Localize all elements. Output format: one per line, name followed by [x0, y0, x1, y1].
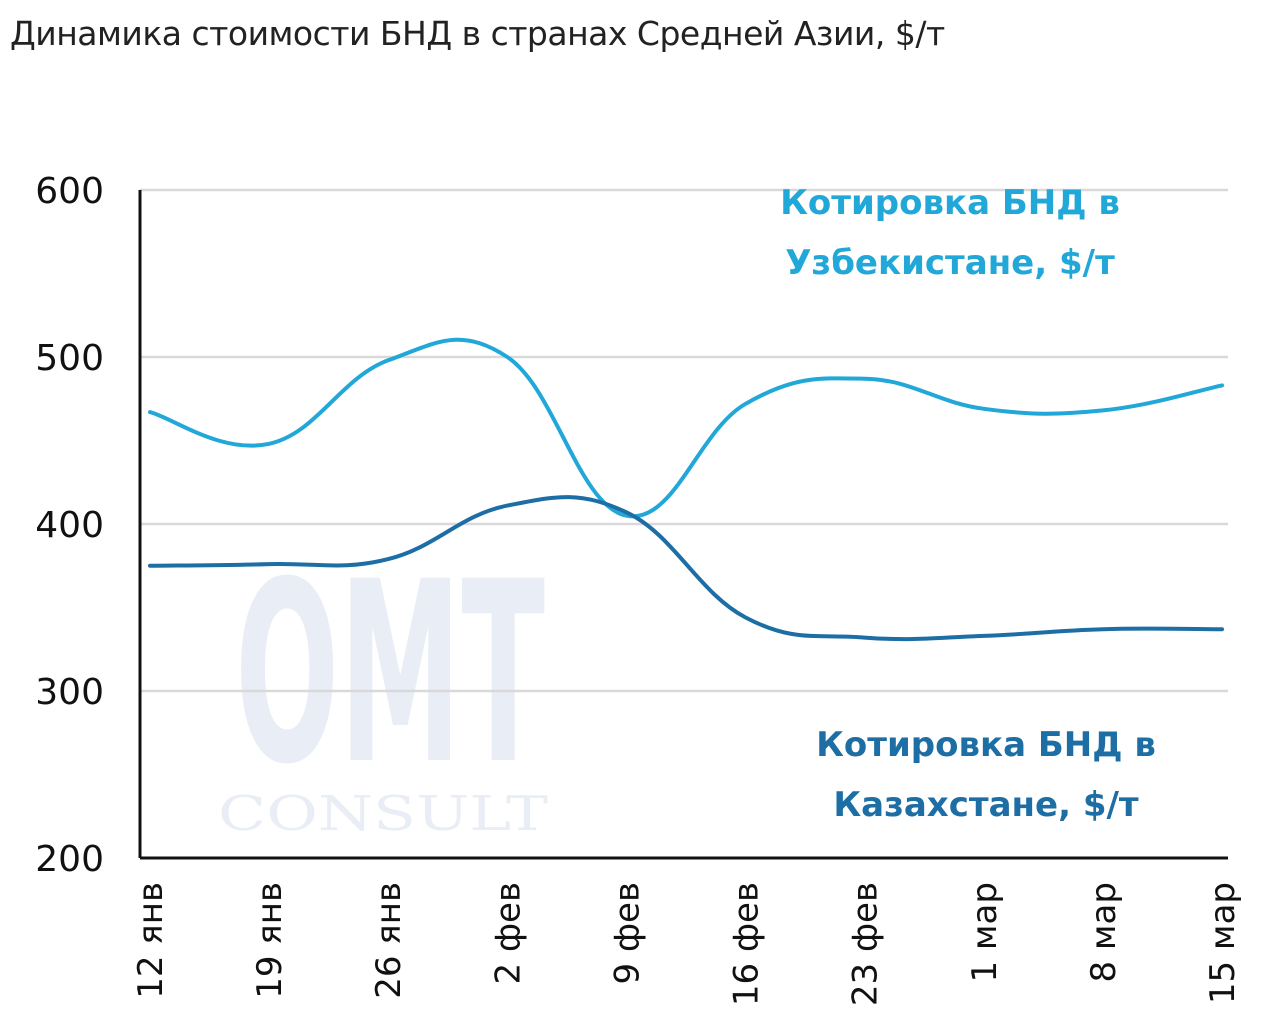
series-label: Казахстане, $/т — [833, 785, 1139, 825]
y-tick-label: 500 — [35, 338, 104, 379]
series-line-1 — [148, 495, 1224, 642]
x-tick-label: 8 мар — [1084, 882, 1124, 983]
watermark: OMT CONSULT — [218, 528, 548, 842]
x-tick-label: 15 мар — [1203, 882, 1243, 1004]
x-tick-label: 16 фев — [727, 882, 767, 1006]
series-label: Узбекистане, $/т — [785, 243, 1115, 283]
x-tick-label: 9 фев — [607, 882, 647, 984]
x-tick-label: 26 янв — [369, 882, 409, 999]
x-tick-label: 23 фев — [846, 882, 886, 1006]
x-tick-label: 2 фев — [488, 882, 528, 984]
x-axis-ticks: 12 янв 19 янв 26 янв 2 фев 9 фев 16 фев 23 фев… — [131, 882, 1243, 1006]
chart-title: Динамика стоимости БНД в странах Средней… — [10, 14, 945, 53]
series-line-0 — [148, 337, 1224, 519]
y-tick-label: 600 — [35, 171, 104, 212]
x-tick-label: 1 мар — [965, 882, 1005, 983]
series-labels: Котировка БНД в Узбекистане, $/т Котировка… — [780, 183, 1156, 825]
y-tick-label: 200 — [35, 839, 104, 880]
y-tick-label: 400 — [35, 505, 104, 546]
y-tick-label: 300 — [35, 672, 104, 713]
series-label: Котировка БНД в — [816, 725, 1156, 765]
x-tick-label: 19 янв — [250, 882, 290, 999]
y-axis-ticks: 200 300 400 500 600 — [35, 171, 104, 880]
axes — [138, 190, 1228, 860]
series-label: Котировка БНД в — [780, 183, 1120, 223]
watermark-logo: OMT — [235, 528, 545, 819]
watermark-subtitle: CONSULT — [218, 786, 548, 842]
gridlines — [140, 188, 1228, 693]
series-lines — [148, 337, 1224, 642]
x-tick-label: 12 янв — [131, 882, 171, 999]
